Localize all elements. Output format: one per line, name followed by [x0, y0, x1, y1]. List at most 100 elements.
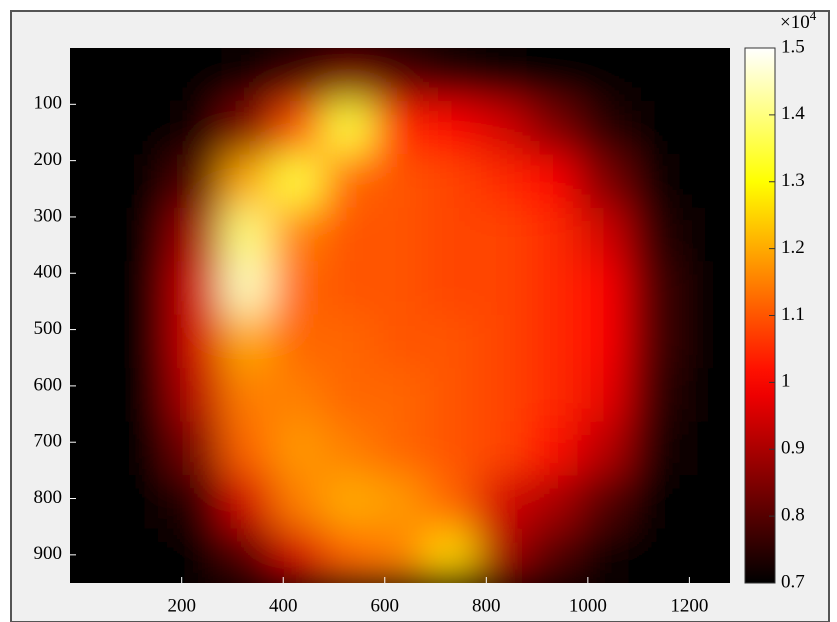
cell — [222, 261, 274, 316]
cell — [374, 154, 426, 209]
cell — [526, 529, 578, 584]
cell — [577, 368, 629, 423]
colorbar-tick-label: 0.9 — [781, 438, 805, 459]
colorbar-tick-label: 1.4 — [781, 103, 805, 124]
cell — [577, 475, 629, 529]
cell — [120, 47, 172, 102]
image — [70, 47, 731, 583]
cell — [679, 529, 731, 584]
cell — [577, 315, 629, 370]
cell — [120, 422, 172, 477]
cell — [476, 47, 528, 102]
cell — [526, 101, 578, 155]
cell — [679, 101, 731, 155]
cell — [222, 208, 274, 263]
cell — [273, 261, 325, 316]
cell — [577, 101, 629, 155]
cell — [323, 154, 375, 209]
cell — [476, 422, 528, 477]
cell — [171, 368, 223, 423]
cell — [70, 422, 122, 477]
chart: ×104 20040060080010001200100200300400500… — [0, 0, 837, 622]
cell — [222, 101, 274, 155]
cell — [171, 154, 223, 209]
cell — [679, 208, 731, 263]
cell — [577, 422, 629, 477]
cell — [70, 315, 122, 370]
cell — [70, 475, 122, 529]
cell — [476, 261, 528, 316]
cell — [70, 529, 122, 584]
cell — [679, 315, 731, 370]
cell — [273, 422, 325, 477]
cell — [323, 315, 375, 370]
cell — [526, 47, 578, 102]
cell — [222, 154, 274, 209]
cell — [273, 47, 325, 102]
cell — [577, 261, 629, 316]
cell — [628, 422, 680, 477]
multiplier-base: ×10 — [780, 12, 810, 33]
cell — [577, 208, 629, 263]
cell — [171, 529, 223, 584]
cell — [222, 422, 274, 477]
cell — [526, 154, 578, 209]
cell — [526, 475, 578, 529]
cell — [273, 154, 325, 209]
y-tick-label: 400 — [34, 262, 63, 283]
cell — [374, 47, 426, 102]
cell — [679, 154, 731, 209]
cell — [679, 368, 731, 423]
cell — [323, 208, 375, 263]
cell — [171, 101, 223, 155]
cell — [679, 422, 731, 477]
cell — [526, 422, 578, 477]
cell — [323, 261, 375, 316]
cell — [70, 261, 122, 316]
cell — [476, 101, 528, 155]
cell — [628, 154, 680, 209]
cell — [222, 315, 274, 370]
cell — [222, 475, 274, 529]
cell — [577, 154, 629, 209]
cell — [476, 208, 528, 263]
cell — [70, 208, 122, 263]
y-tick-label: 700 — [34, 431, 63, 452]
cell — [323, 368, 375, 423]
x-tick-label: 200 — [167, 595, 196, 616]
cell — [171, 47, 223, 102]
cell — [526, 368, 578, 423]
cell — [222, 529, 274, 584]
cell — [628, 47, 680, 102]
cell — [273, 475, 325, 529]
cell — [120, 261, 172, 316]
x-tick-label: 400 — [269, 595, 298, 616]
cell — [120, 101, 172, 155]
colorbar-tick-label: 0.7 — [781, 571, 805, 592]
x-tick-label: 600 — [371, 595, 400, 616]
cell — [374, 101, 426, 155]
cell — [526, 315, 578, 370]
cell — [120, 475, 172, 529]
y-tick-label: 100 — [34, 93, 63, 114]
cell — [425, 368, 477, 423]
cell — [374, 529, 426, 584]
cell — [171, 208, 223, 263]
y-tick-label: 200 — [34, 149, 63, 170]
cell — [425, 529, 477, 584]
cell — [577, 529, 629, 584]
cell — [476, 368, 528, 423]
cell — [273, 368, 325, 423]
cell — [273, 315, 325, 370]
cell — [171, 422, 223, 477]
cell — [476, 315, 528, 370]
cell — [628, 315, 680, 370]
cell — [679, 261, 731, 316]
y-tick-label: 600 — [34, 374, 63, 395]
cell — [628, 475, 680, 529]
cell — [171, 475, 223, 529]
cell — [273, 529, 325, 584]
cell — [222, 368, 274, 423]
cell — [526, 261, 578, 316]
cell — [476, 475, 528, 529]
